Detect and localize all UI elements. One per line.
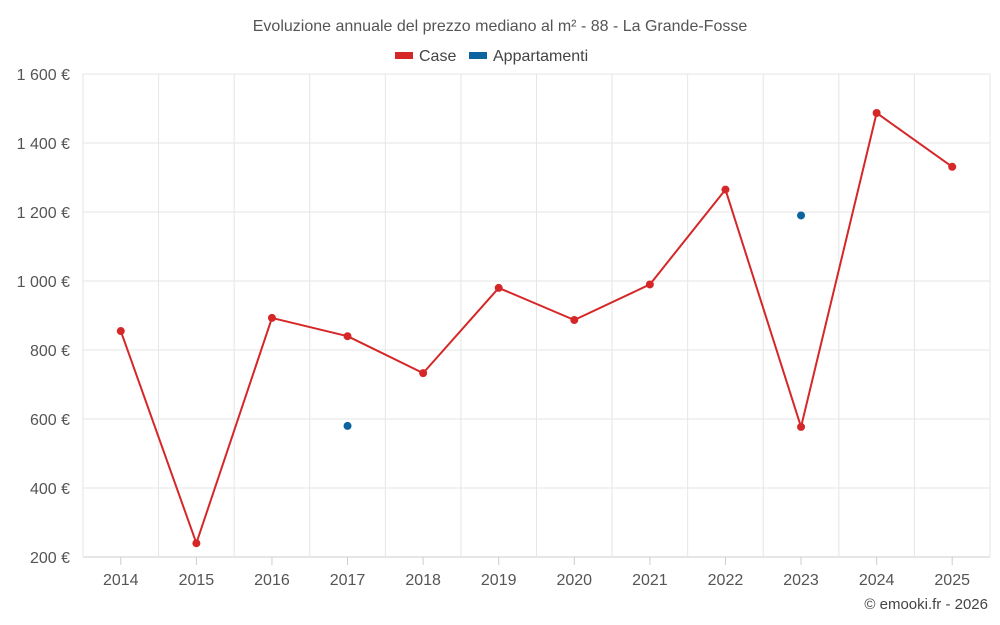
- data-point[interactable]: [948, 162, 957, 171]
- chart-title: Evoluzione annuale del prezzo mediano al…: [253, 18, 748, 35]
- x-tick-label: 2024: [859, 572, 895, 589]
- x-tick-label: 2018: [405, 572, 441, 589]
- y-axis: 200 € 400 € 600 € 800 € 1 000 € 1 200 € 1 400 …: [17, 67, 70, 567]
- x-tick-label: 2021: [632, 572, 668, 589]
- data-point[interactable]: [872, 108, 881, 117]
- grid: [82, 73, 991, 558]
- x-tick-label: 2019: [481, 572, 517, 589]
- y-tick-label: 1 000 €: [17, 274, 70, 291]
- legend-item-appartamenti[interactable]: Appartamenti: [469, 48, 588, 65]
- data-point[interactable]: [192, 539, 201, 548]
- series: [116, 108, 957, 548]
- legend-swatch-case: [395, 52, 413, 59]
- y-tick-label: 200 €: [30, 550, 70, 567]
- credit-text: © emooki.fr - 2026: [864, 596, 988, 613]
- data-point[interactable]: [645, 280, 654, 289]
- data-point[interactable]: [343, 332, 352, 341]
- legend: Case Appartamenti: [395, 48, 588, 65]
- y-tick-label: 400 €: [30, 481, 70, 498]
- x-axis: 2014 2015 2016 2017 2018 2019 2020 2021 2022 2023…: [103, 557, 970, 589]
- data-point[interactable]: [343, 421, 352, 430]
- y-tick-label: 600 €: [30, 412, 70, 429]
- legend-swatch-appartamenti: [469, 52, 487, 59]
- y-tick-label: 1 400 €: [17, 136, 70, 153]
- legend-item-case[interactable]: Case: [395, 48, 456, 65]
- data-point[interactable]: [419, 369, 428, 378]
- data-point[interactable]: [267, 313, 276, 322]
- y-tick-label: 1 600 €: [17, 67, 70, 84]
- series-appartamenti: [343, 211, 806, 430]
- x-tick-label: 2014: [103, 572, 139, 589]
- legend-label-case: Case: [419, 48, 456, 65]
- x-tick-label: 2017: [330, 572, 366, 589]
- legend-label-appartamenti: Appartamenti: [493, 48, 588, 65]
- y-tick-label: 800 €: [30, 343, 70, 360]
- x-tick-label: 2025: [934, 572, 970, 589]
- y-tick-label: 1 200 €: [17, 205, 70, 222]
- data-point[interactable]: [797, 422, 806, 431]
- x-tick-label: 2023: [783, 572, 819, 589]
- data-point[interactable]: [570, 315, 579, 324]
- x-tick-label: 2022: [708, 572, 744, 589]
- data-point[interactable]: [797, 211, 806, 220]
- x-tick-label: 2020: [556, 572, 592, 589]
- x-tick-label: 2016: [254, 572, 290, 589]
- series-case: [116, 108, 957, 548]
- data-point[interactable]: [116, 327, 125, 336]
- data-point[interactable]: [721, 185, 730, 194]
- series-line: [119, 111, 953, 545]
- data-point[interactable]: [494, 283, 503, 292]
- x-tick-label: 2015: [179, 572, 215, 589]
